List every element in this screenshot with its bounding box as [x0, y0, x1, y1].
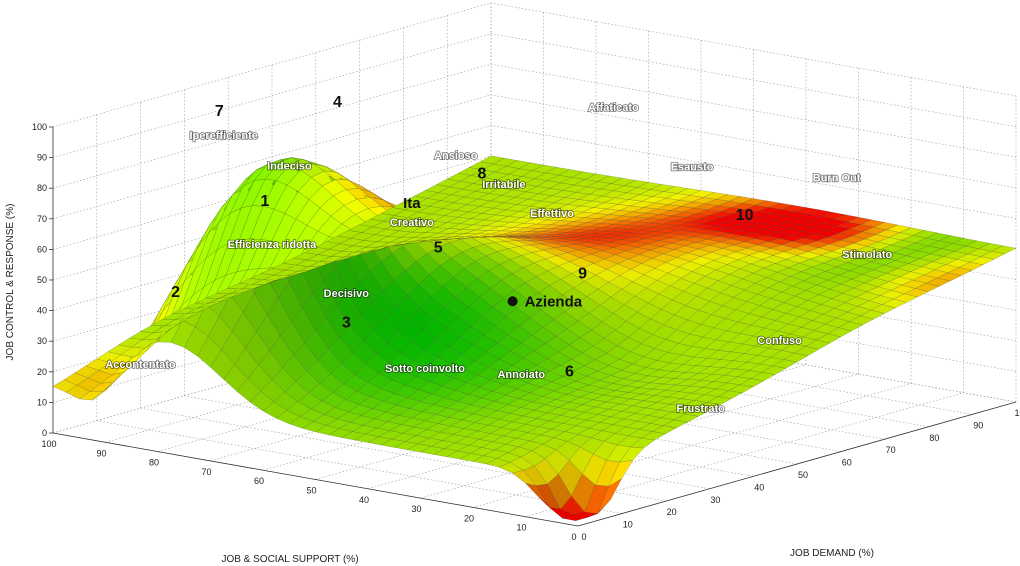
region-label: Burn Out — [813, 172, 861, 184]
x-tick-label: 20 — [464, 513, 474, 523]
z-tick-label: 30 — [37, 336, 47, 346]
region-label: Effettivo — [530, 208, 574, 220]
region-label: Esausto — [671, 162, 714, 174]
z-tick-label: 20 — [37, 367, 47, 377]
x-tick-label: 0 — [571, 532, 576, 542]
z-tick-label: 50 — [37, 275, 47, 285]
z-tick-label: 100 — [32, 122, 47, 132]
numbered-point-label: 8 — [478, 166, 487, 183]
region-label: Accontentato — [105, 359, 176, 371]
y-axis-label: JOB DEMAND (%) — [790, 548, 874, 559]
x-tick-label: 60 — [254, 476, 264, 486]
region-label: Ansioso — [434, 150, 478, 162]
x-tick-label: 70 — [201, 467, 211, 477]
y-tick-label: 20 — [667, 507, 677, 517]
z-tick-label: 60 — [37, 244, 47, 254]
y-tick-label: 40 — [754, 482, 764, 492]
y-tick-label: 100 — [1014, 408, 1020, 418]
marker-label: Ita — [403, 195, 421, 212]
x-axis-label: JOB & SOCIAL SUPPORT (%) — [221, 554, 358, 565]
numbered-point-label: 6 — [565, 364, 574, 381]
numbered-point-label: 10 — [736, 207, 754, 224]
z-tick-label: 0 — [42, 428, 47, 438]
numbered-point-label: 1 — [260, 193, 269, 210]
y-tick-label: 0 — [581, 532, 586, 542]
surface-patch — [991, 245, 1017, 254]
numbered-point-label: 3 — [342, 314, 351, 331]
region-label: Efficienza ridotta — [228, 239, 318, 251]
x-tick-label: 30 — [411, 504, 421, 514]
z-tick-label: 90 — [37, 153, 47, 163]
region-label: Sotto coinvolto — [385, 363, 465, 375]
region-label: Indeciso — [267, 161, 312, 173]
y-tick-label: 70 — [886, 445, 896, 455]
x-tick-label: 40 — [359, 495, 369, 505]
z-tick-label: 70 — [37, 214, 47, 224]
numbered-point-label: 2 — [171, 284, 180, 301]
region-label: Irritabile — [482, 179, 525, 191]
x-tick-label: 100 — [41, 439, 56, 449]
z-tick-label: 40 — [37, 306, 47, 316]
y-tick-label: 10 — [623, 520, 633, 530]
chart-annotations: Iperefficiente Indeciso Efficienza ridotta… — [105, 94, 894, 416]
y-tick-label: 50 — [798, 470, 808, 480]
numbered-point-label: 7 — [215, 103, 224, 120]
y-tick-label: 30 — [710, 495, 720, 505]
y-tick-label: 90 — [973, 420, 983, 430]
region-label: Decisivo — [324, 288, 370, 300]
z-tick-label: 80 — [37, 183, 47, 193]
x-tick-label: 10 — [516, 523, 526, 533]
x-tick-label: 90 — [96, 448, 106, 458]
marker-label: Azienda — [525, 293, 583, 310]
numbered-point-label: 5 — [434, 239, 443, 256]
region-label: Stimolato — [842, 249, 892, 261]
region-label: Affaticato — [588, 102, 639, 114]
x-tick-label: 50 — [306, 486, 316, 496]
marker-dot — [507, 296, 518, 307]
surface-mesh — [52, 155, 1017, 521]
numbered-point-label: 4 — [333, 94, 342, 111]
z-tick-label: 10 — [37, 397, 47, 407]
region-label: Creativo — [390, 217, 434, 229]
y-tick-label: 80 — [929, 433, 939, 443]
region-label: Confuso — [757, 335, 802, 347]
region-label: Annoiato — [497, 369, 545, 381]
y-tick-label: 60 — [842, 458, 852, 468]
z-axis-label: JOB CONTROL & RESPONSE (%) — [5, 204, 16, 361]
x-tick-label: 80 — [149, 458, 159, 468]
region-label: Iperefficiente — [189, 130, 257, 142]
axis-ticks: 0102030405060708090100010203040506070809… — [32, 122, 1020, 542]
numbered-point-label: 9 — [578, 265, 587, 282]
region-label: Frustrato — [677, 403, 726, 415]
